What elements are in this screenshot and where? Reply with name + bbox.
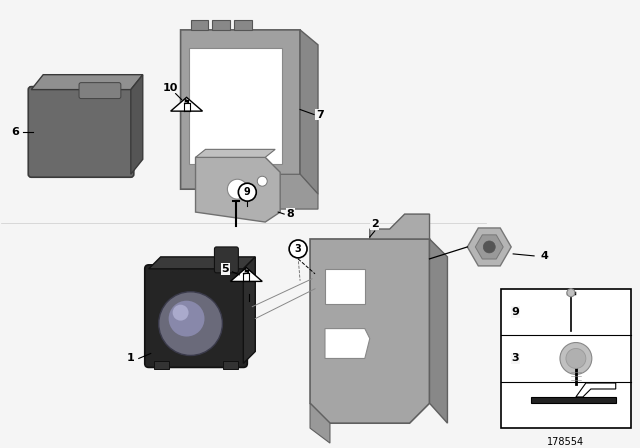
FancyBboxPatch shape (214, 247, 238, 273)
Polygon shape (310, 403, 330, 443)
Text: 178554: 178554 (547, 437, 584, 447)
Polygon shape (429, 239, 447, 423)
Text: 9: 9 (244, 187, 251, 197)
Circle shape (159, 292, 223, 355)
Polygon shape (234, 20, 252, 30)
Polygon shape (148, 257, 255, 269)
Circle shape (289, 240, 307, 258)
Polygon shape (189, 48, 282, 164)
FancyBboxPatch shape (79, 82, 121, 99)
Circle shape (238, 183, 256, 201)
Polygon shape (31, 75, 143, 90)
Circle shape (257, 176, 268, 186)
Polygon shape (531, 397, 616, 403)
Circle shape (227, 179, 247, 199)
Circle shape (173, 305, 189, 321)
Text: 1: 1 (127, 353, 134, 363)
Circle shape (169, 301, 205, 336)
Polygon shape (370, 214, 429, 239)
Polygon shape (196, 149, 275, 157)
Text: 3: 3 (294, 244, 301, 254)
Polygon shape (325, 328, 370, 358)
FancyBboxPatch shape (28, 86, 134, 177)
Polygon shape (476, 235, 503, 259)
Polygon shape (300, 30, 318, 194)
Text: ⚑: ⚑ (243, 268, 250, 277)
Polygon shape (196, 157, 280, 222)
Text: 3: 3 (511, 353, 519, 363)
Circle shape (566, 349, 586, 368)
Polygon shape (131, 75, 143, 174)
Text: 9: 9 (511, 307, 519, 317)
Bar (501, 289, 630, 428)
Polygon shape (191, 20, 209, 30)
Polygon shape (230, 267, 262, 281)
Polygon shape (243, 257, 255, 363)
Text: 4: 4 (540, 251, 548, 261)
Polygon shape (310, 239, 429, 423)
Bar (223, 362, 238, 370)
Text: 7: 7 (316, 109, 324, 120)
Circle shape (483, 241, 495, 253)
Polygon shape (171, 97, 202, 111)
Bar (154, 362, 169, 370)
Polygon shape (212, 20, 230, 30)
FancyBboxPatch shape (145, 265, 247, 367)
Polygon shape (467, 228, 511, 266)
Polygon shape (250, 174, 318, 209)
Text: 8: 8 (286, 209, 294, 219)
Polygon shape (576, 383, 616, 397)
Circle shape (567, 289, 575, 297)
Polygon shape (180, 30, 300, 189)
Text: 6: 6 (12, 127, 19, 138)
Text: 5: 5 (221, 264, 229, 274)
Polygon shape (325, 269, 365, 304)
Text: 2: 2 (371, 219, 379, 229)
Circle shape (560, 343, 592, 375)
Text: 10: 10 (163, 82, 179, 93)
Text: ⚑: ⚑ (183, 98, 190, 107)
